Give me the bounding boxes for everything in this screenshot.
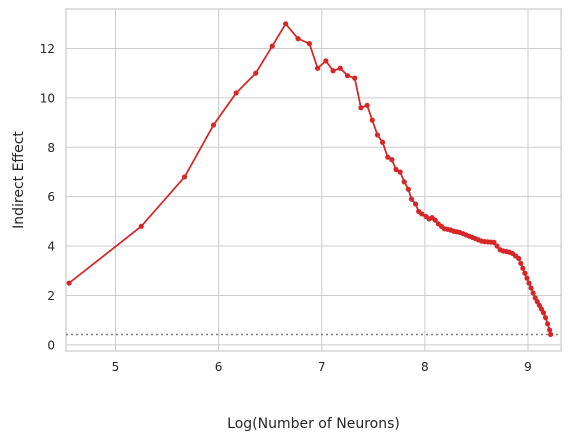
data-point: [358, 105, 364, 111]
data-point: [385, 154, 391, 160]
y-axis-label: Indirect Effect: [11, 131, 27, 229]
data-point: [369, 117, 375, 123]
plot-frame: [65, 8, 562, 352]
data-point: [374, 132, 381, 138]
data-point: [181, 174, 188, 180]
data-point: [524, 275, 530, 281]
data-point: [397, 169, 403, 175]
data-point: [253, 70, 259, 76]
y-tick-label: 6: [47, 190, 55, 204]
series-line: [68, 22, 552, 335]
x-tick-label: 9: [524, 360, 532, 374]
data-point: [526, 280, 532, 286]
data-point: [547, 327, 553, 333]
data-point: [528, 285, 534, 291]
x-tick-label: 8: [421, 360, 429, 374]
data-point: [337, 65, 343, 71]
tick-layer: 5 6 7 8 9 0 2 4 6 8 10 12: [40, 42, 532, 374]
data-point: [494, 243, 500, 249]
data-point: [412, 201, 419, 207]
data-point: [530, 290, 536, 296]
data-point: [138, 223, 144, 229]
data-point: [352, 75, 358, 81]
data-point: [330, 68, 336, 74]
x-tick-label: 6: [215, 360, 223, 374]
data-point: [516, 255, 522, 262]
data-point: [393, 166, 399, 173]
x-axis-label: Log(Number of Neurons): [227, 416, 400, 432]
data-point: [405, 186, 411, 192]
data-point: [283, 21, 289, 27]
data-point: [522, 270, 528, 276]
data-point: [364, 102, 370, 108]
data-point: [520, 265, 526, 271]
y-tick-label: 0: [47, 338, 55, 352]
data-point: [210, 122, 217, 128]
grid-layer: [66, 9, 561, 351]
series-layer: [66, 21, 554, 338]
data-point: [548, 331, 554, 338]
data-point: [379, 139, 386, 145]
y-tick-label: 12: [40, 42, 55, 56]
data-point: [295, 36, 301, 42]
data-point: [432, 217, 438, 223]
y-tick-label: 2: [47, 289, 55, 303]
y-tick-label: 10: [40, 91, 55, 105]
y-tick-label: 4: [47, 240, 55, 254]
data-point: [269, 43, 275, 49]
x-tick-label: 7: [318, 360, 326, 374]
data-point: [344, 73, 351, 79]
data-point: [315, 65, 321, 71]
x-tick-label: 5: [112, 360, 120, 374]
data-point: [66, 280, 72, 286]
data-point: [233, 90, 239, 96]
data-point: [408, 196, 415, 202]
y-tick-label: 8: [47, 141, 55, 155]
data-point: [491, 239, 497, 245]
data-point: [518, 260, 524, 266]
data-point: [323, 58, 329, 64]
data-point: [540, 310, 547, 316]
data-point: [401, 179, 407, 185]
data-point: [419, 211, 425, 217]
data-point: [544, 321, 551, 327]
data-point: [389, 157, 395, 163]
data-point: [306, 40, 312, 47]
data-point: [542, 315, 549, 321]
